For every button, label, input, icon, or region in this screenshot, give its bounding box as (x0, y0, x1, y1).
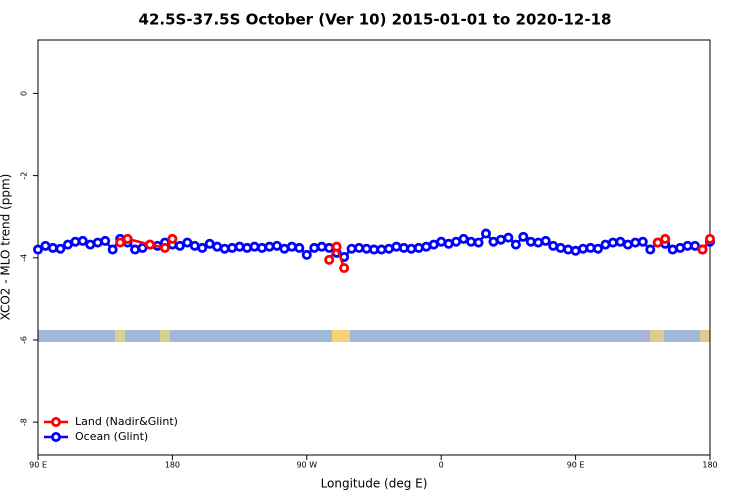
point (339, 263, 350, 274)
point (398, 242, 409, 253)
land-patch (332, 330, 350, 342)
y-tick-label: -6 (20, 336, 29, 344)
legend-label: Land (Nadir&Glint) (75, 415, 178, 428)
point (645, 244, 656, 255)
point (563, 244, 574, 255)
point (324, 242, 335, 253)
point (630, 237, 641, 248)
point (466, 236, 477, 247)
x-tick-label: 90 W (296, 461, 317, 470)
point (473, 237, 484, 248)
ocean-strip (38, 330, 710, 342)
point (555, 242, 566, 253)
point (33, 244, 44, 255)
x-tick-label: 0 (439, 461, 444, 470)
point (690, 240, 701, 251)
point (100, 235, 111, 246)
point (249, 241, 260, 252)
point (667, 244, 678, 255)
point (637, 236, 648, 247)
point (406, 243, 417, 254)
point (234, 241, 245, 252)
land-patch (650, 330, 664, 342)
point (518, 231, 529, 242)
point (130, 244, 141, 255)
point (391, 241, 402, 252)
point (122, 233, 133, 244)
legend-label: Ocean (Glint) (75, 430, 148, 443)
point (144, 239, 155, 250)
land-patch (700, 330, 710, 342)
point (294, 242, 305, 253)
point (47, 242, 58, 253)
point (361, 243, 372, 254)
point (55, 243, 66, 254)
point (652, 237, 663, 248)
point (324, 254, 335, 265)
point (92, 237, 103, 248)
point (107, 244, 118, 255)
land-patch (160, 330, 170, 342)
point (660, 233, 671, 244)
point (167, 233, 178, 244)
point (115, 237, 126, 248)
point (354, 242, 365, 253)
point (159, 242, 170, 253)
point (309, 242, 320, 253)
x-axis-label: Longitude (deg E) (321, 477, 428, 491)
point (77, 235, 88, 246)
point (376, 244, 387, 255)
y-tick-label: -2 (20, 172, 29, 180)
chart-title: 42.5S-37.5S October (Ver 10) 2015-01-01 … (139, 11, 612, 29)
legend-marker (51, 431, 62, 442)
point (219, 243, 230, 254)
point (697, 244, 708, 255)
point (331, 241, 342, 252)
point (264, 241, 275, 252)
point (480, 228, 491, 239)
y-tick-label: -8 (20, 418, 29, 426)
point (607, 237, 618, 248)
point (705, 233, 716, 244)
point (242, 242, 253, 253)
point (578, 243, 589, 254)
point (510, 239, 521, 250)
point (70, 236, 81, 247)
point (286, 241, 297, 252)
point (227, 242, 238, 253)
point (137, 242, 148, 253)
point (593, 243, 604, 254)
x-tick-label: 180 (702, 461, 717, 470)
y-axis-label: XCO2 - MLO trend (ppm) (0, 174, 13, 321)
surface-strip (38, 330, 710, 342)
x-tick-label: 180 (165, 461, 180, 470)
point (585, 242, 596, 253)
point (525, 236, 536, 247)
point (540, 235, 551, 246)
legend-marker (51, 416, 62, 427)
point (413, 242, 424, 253)
point (503, 232, 514, 243)
land-patch (115, 330, 125, 342)
y-tick-label: 0 (20, 91, 29, 96)
x-tick-label: 90 E (567, 461, 585, 470)
point (533, 237, 544, 248)
point (182, 237, 193, 248)
point (316, 241, 327, 252)
y-tick-label: -4 (20, 254, 29, 262)
point (301, 249, 312, 260)
point (174, 240, 185, 251)
point (256, 242, 267, 253)
x-tick-label: 90 E (29, 461, 47, 470)
point (346, 243, 357, 254)
point (197, 242, 208, 253)
